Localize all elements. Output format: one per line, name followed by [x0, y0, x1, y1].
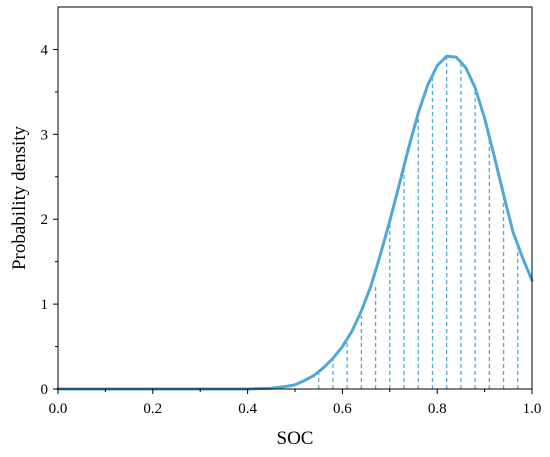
y-tick-label: 0 — [41, 382, 49, 398]
y-tick-label: 1 — [41, 297, 49, 313]
series-line — [56, 54, 534, 391]
dashed-lines — [318, 56, 519, 389]
y-tick-label: 2 — [41, 212, 49, 228]
y-axis-title: Probability density — [9, 125, 30, 270]
x-axis-title: SOC — [277, 428, 314, 449]
x-tick-label: 0.2 — [143, 401, 162, 417]
x-tick-label: 0.8 — [428, 401, 447, 417]
y-axis-ticks: 0 1 2 3 4 — [41, 42, 58, 398]
x-tick-label: 0.4 — [238, 401, 257, 417]
y-tick-label: 3 — [41, 127, 49, 143]
y-tick-label: 4 — [41, 42, 49, 58]
x-tick-label: 1.0 — [523, 401, 542, 417]
x-axis-ticks: 0.0 0.2 0.4 0.6 0.8 1.0 — [49, 389, 542, 417]
x-tick-label: 0.0 — [49, 401, 68, 417]
x-tick-label: 0.6 — [333, 401, 352, 417]
